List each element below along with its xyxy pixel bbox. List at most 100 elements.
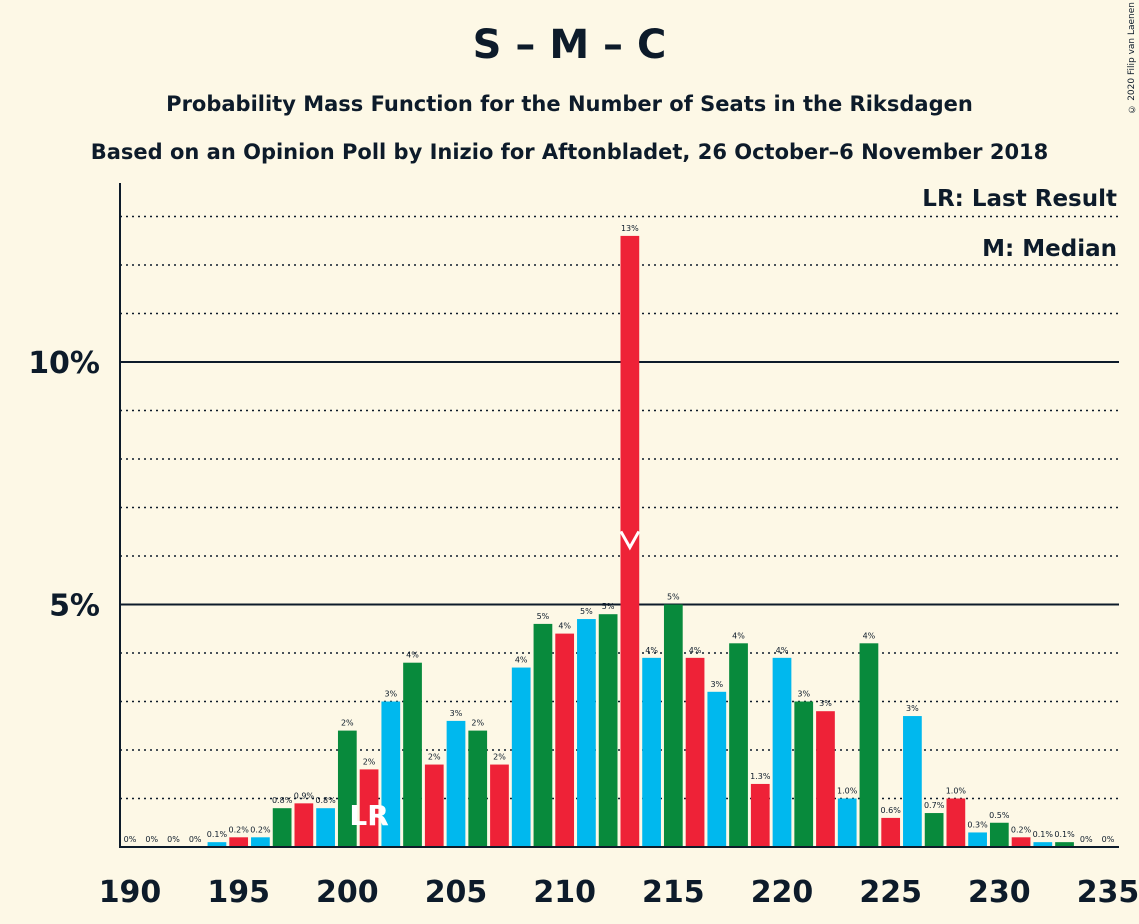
- data-label: 0.2%: [1011, 825, 1032, 834]
- data-label: 0.8%: [315, 796, 336, 805]
- data-label: 4%: [558, 622, 571, 631]
- data-label: 0.7%: [924, 801, 945, 810]
- legend-last-result: LR: Last Result: [922, 186, 1117, 212]
- bar-seat-206: [468, 730, 488, 847]
- bar-seat-207: [490, 764, 509, 847]
- bar-seat-210: [555, 633, 575, 847]
- bar-seat-221: [794, 701, 814, 847]
- last-result-label: LR: [349, 799, 388, 832]
- data-label: 4%: [515, 656, 528, 665]
- bars-group: [207, 235, 1074, 847]
- bar-seat-218: [729, 643, 748, 847]
- data-label: 5%: [667, 593, 680, 602]
- data-label: 0.2%: [229, 825, 250, 834]
- bar-seat-203: [403, 662, 422, 847]
- data-label: 13%: [621, 224, 639, 233]
- x-tick-label: 230: [968, 875, 1031, 910]
- bar-seat-212: [598, 614, 618, 847]
- x-tick-label: 235: [1077, 875, 1139, 910]
- data-label: 2%: [471, 719, 484, 728]
- data-label: 0.9%: [294, 791, 315, 800]
- bar-seat-227: [924, 813, 944, 847]
- data-label: 1.0%: [837, 787, 858, 796]
- bar-seat-231: [1011, 837, 1031, 847]
- data-label: 2%: [341, 719, 354, 728]
- data-label: 3%: [384, 690, 397, 699]
- data-label: 3%: [797, 690, 810, 699]
- data-label: 5%: [602, 602, 615, 611]
- bar-seat-213: [620, 235, 640, 847]
- bar-seat-204: [424, 764, 444, 847]
- data-label: 4%: [776, 646, 789, 655]
- bar-seat-224: [859, 643, 879, 847]
- bar-seat-226: [903, 716, 922, 847]
- chart-subtitle-2: Based on an Opinion Poll by Inizio for A…: [90, 140, 1049, 164]
- bar-seat-208: [511, 667, 531, 847]
- data-label: 0.1%: [207, 830, 228, 839]
- data-label: 3%: [710, 680, 723, 689]
- legend-median: M: Median: [982, 236, 1117, 262]
- data-label: 0%: [124, 835, 137, 844]
- bar-seat-228: [946, 798, 966, 847]
- data-label: 5%: [580, 607, 593, 616]
- bar-seat-220: [772, 657, 792, 847]
- bar-seat-223: [837, 798, 857, 847]
- data-label: 3%: [819, 699, 832, 708]
- bar-seat-230: [989, 822, 1009, 847]
- bar-seat-225: [881, 817, 901, 847]
- data-label: 0.2%: [250, 825, 271, 834]
- data-label: 0.5%: [989, 811, 1010, 820]
- data-label: 0%: [1102, 835, 1115, 844]
- bar-seat-211: [577, 619, 596, 847]
- bar-seat-195: [229, 837, 249, 847]
- x-tick-label: 195: [207, 875, 270, 910]
- x-tick-label: 200: [316, 875, 379, 910]
- data-label: 4%: [689, 646, 702, 655]
- data-label: 0%: [1080, 835, 1093, 844]
- data-label: 1.3%: [750, 772, 771, 781]
- data-label: 2%: [493, 753, 506, 762]
- data-label: 4%: [406, 651, 419, 660]
- data-label: 0.6%: [881, 806, 902, 815]
- x-tick-label: 205: [425, 875, 488, 910]
- x-tick-label: 225: [859, 875, 922, 910]
- bar-seat-232: [1033, 842, 1053, 847]
- bar-seat-199: [316, 808, 335, 847]
- x-tick-label: 220: [751, 875, 814, 910]
- data-label: 5%: [537, 612, 550, 621]
- data-label: 0%: [189, 835, 202, 844]
- x-tick-label: 210: [533, 875, 596, 910]
- median-marker: [619, 530, 641, 551]
- axes-group: 5% 10% 190 195 200 205 210 215 220 225 230 235: [28, 183, 1139, 910]
- bar-seat-216: [685, 657, 705, 847]
- bar-seat-219: [750, 783, 770, 847]
- bar-seat-197: [272, 808, 292, 847]
- markers-group: LR: [349, 530, 641, 832]
- data-label: 4%: [863, 631, 876, 640]
- bar-seat-214: [642, 657, 661, 847]
- data-label: 0.8%: [272, 796, 293, 805]
- data-label: 4%: [645, 646, 658, 655]
- x-tick-label: 215: [642, 875, 705, 910]
- data-label: 0%: [145, 835, 158, 844]
- y-tick-label: 10%: [28, 346, 100, 381]
- bar-seat-202: [381, 701, 401, 847]
- bar-seat-201: [359, 769, 379, 847]
- data-label: 1.0%: [946, 787, 967, 796]
- bar-seat-222: [816, 711, 835, 847]
- bar-seat-205: [446, 720, 466, 847]
- data-labels-group: 0% 0% 0% 0%0.1%0.2% 0.2%0.8%0.9%0.8%2%2%3%4%…: [124, 224, 1115, 844]
- bar-seat-198: [294, 803, 314, 847]
- bar-seat-209: [533, 623, 553, 847]
- data-label: 0%: [167, 835, 180, 844]
- bar-seat-200: [337, 730, 357, 847]
- bar-seat-229: [968, 832, 987, 847]
- y-tick-label: 5%: [49, 589, 100, 624]
- bar-seat-215: [663, 604, 683, 847]
- x-tick-label: 190: [99, 875, 162, 910]
- bar-seat-196: [251, 837, 270, 847]
- data-label: 0.1%: [1033, 830, 1054, 839]
- chart-subtitle-1: Probability Mass Function for the Number…: [166, 92, 973, 116]
- bar-seat-233: [1055, 842, 1074, 847]
- data-label: 3%: [906, 704, 919, 713]
